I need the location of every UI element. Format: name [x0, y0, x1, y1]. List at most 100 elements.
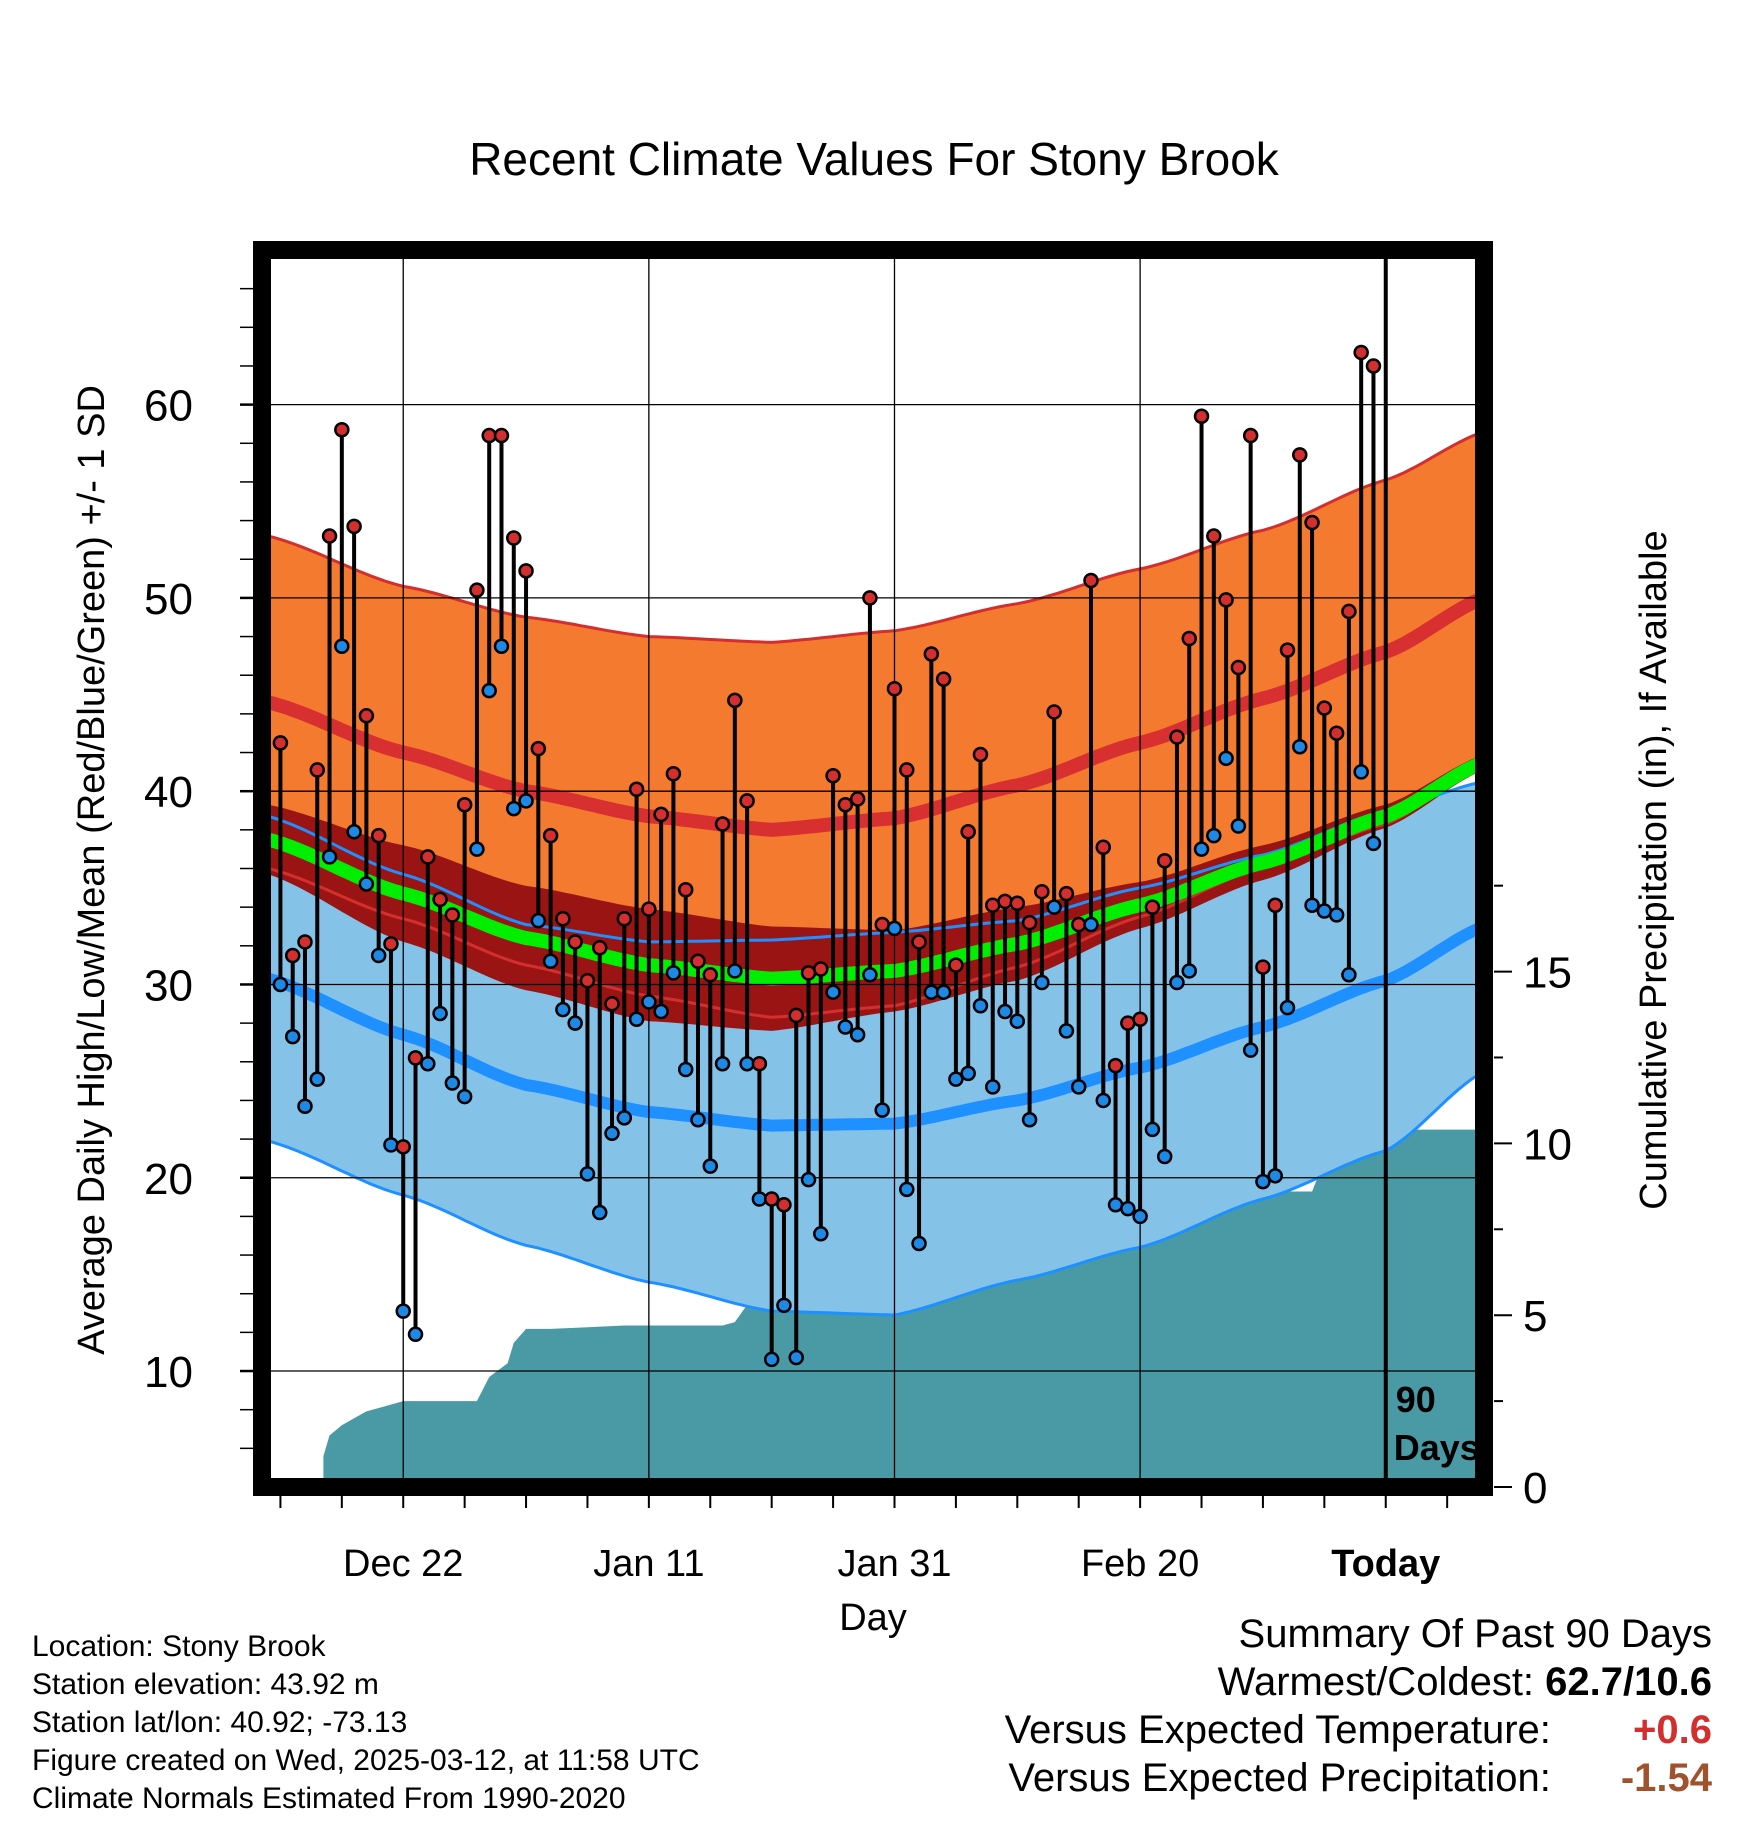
- daily-low-point: [997, 1003, 1013, 1020]
- low-normal-line: [266, 920, 1484, 1132]
- daily-low-point: [1046, 899, 1062, 915]
- daily-high-point: [616, 911, 633, 927]
- daily-high-point: [948, 957, 964, 973]
- daily-high-point: [862, 590, 878, 606]
- daily-high-point: [1242, 427, 1259, 444]
- daily-low-point: [506, 800, 522, 817]
- daily-low-point: [395, 1303, 411, 1319]
- daily-high-point: [776, 1197, 792, 1213]
- daily-low-point: [641, 994, 657, 1010]
- daily-high-point: [677, 882, 694, 898]
- daily-high-point: [1144, 899, 1161, 915]
- daily-low-point: [616, 1110, 633, 1126]
- y2-axis-label: Cumulative Precipitation (in), If Availa…: [1633, 530, 1675, 1209]
- daily-low-point: [567, 1015, 583, 1031]
- daily-low-point: [420, 1055, 436, 1072]
- daily-high-point: [407, 1050, 424, 1066]
- daily-low-point: [456, 1088, 473, 1105]
- daily-low-point: [309, 1071, 326, 1087]
- low-upper-edge: [267, 780, 1484, 944]
- daily-high-point: [1156, 853, 1173, 869]
- daily-low-point: [628, 1011, 645, 1028]
- daily-high-point: [690, 953, 706, 970]
- daily-low-point: [1341, 967, 1357, 983]
- daily-high-point: [284, 947, 301, 964]
- daily-low-point: [432, 1005, 448, 1022]
- daily-low-point: [653, 1003, 669, 1020]
- normals-text: Climate Normals Estimated From 1990-2020: [32, 1782, 626, 1815]
- created-text: Figure created on Wed, 2025-03-12, at 11…: [32, 1744, 700, 1777]
- daily-low-point: [1156, 1148, 1173, 1165]
- daily-high-point: [1279, 642, 1296, 658]
- daily-low-point: [1144, 1121, 1161, 1138]
- daily-low-point: [1255, 1173, 1271, 1190]
- daily-low-point: [874, 1102, 890, 1118]
- daily-low-point: [972, 997, 989, 1014]
- daily-high-point: [886, 680, 903, 697]
- daily-high-point: [1058, 885, 1075, 902]
- y2-tick-label: 10: [1523, 1120, 1572, 1169]
- daily-high-point: [702, 967, 719, 983]
- temp-row: Versus Expected Temperature: +0.6: [1005, 1706, 1712, 1754]
- daily-low-point: [727, 963, 743, 979]
- daily-low-point: [1230, 818, 1247, 834]
- daily-high-point: [628, 781, 645, 798]
- daily-low-point: [1181, 963, 1197, 979]
- summary-heading: Summary Of Past 90 Days: [1238, 1612, 1712, 1656]
- daily-high-point: [1267, 897, 1283, 913]
- daily-high-point: [321, 528, 338, 544]
- daily-high-point: [1083, 572, 1099, 589]
- today-days-label: Days: [1394, 1427, 1480, 1468]
- daily-low-point: [272, 976, 289, 993]
- daily-low-point: [604, 1125, 620, 1142]
- daily-high-point: [346, 518, 362, 535]
- daily-low-point: [1328, 907, 1345, 923]
- daily-low-point: [1279, 999, 1296, 1016]
- daily-high-point: [1132, 1011, 1148, 1028]
- mean-sd-band: [268, 754, 1484, 1031]
- daily-low-point: [1132, 1208, 1148, 1225]
- elevation-text: Station elevation: 43.92 m: [32, 1668, 379, 1701]
- x-axis-label: Day: [839, 1597, 907, 1639]
- daily-low-point: [690, 1112, 706, 1128]
- daily-high-point: [984, 897, 1001, 913]
- daily-low-point: [911, 1235, 927, 1252]
- chart-title: Recent Climate Values For Stony Brook: [469, 133, 1280, 185]
- daily-low-point: [1120, 1200, 1136, 1217]
- location-text: Location: Stony Brook: [32, 1630, 326, 1663]
- daily-low-point: [493, 638, 510, 654]
- daily-low-point: [763, 1351, 780, 1368]
- daily-low-point: [297, 1098, 313, 1114]
- daily-low-point: [984, 1079, 1001, 1095]
- daily-high-point: [506, 530, 522, 546]
- daily-high-point: [456, 796, 473, 813]
- daily-low-point: [960, 1065, 976, 1082]
- daily-low-point: [714, 1055, 731, 1072]
- daily-low-point: [407, 1326, 424, 1343]
- daily-high-point: [763, 1191, 780, 1207]
- daily-low-point: [935, 984, 952, 1000]
- daily-low-point: [555, 1001, 571, 1018]
- daily-low-point: [677, 1061, 694, 1078]
- daily-high-point: [874, 916, 890, 933]
- y2-tick-label: 0: [1523, 1464, 1547, 1513]
- warm-cold-value: 62.7/10.6: [1545, 1660, 1712, 1704]
- daily-low-point: [1193, 841, 1210, 857]
- daily-low-point: [825, 984, 841, 1000]
- y-tick-label: 60: [144, 382, 193, 431]
- daily-low-point: [481, 682, 497, 699]
- daily-high-point: [911, 934, 927, 950]
- daily-high-point: [837, 796, 854, 813]
- daily-low-point: [702, 1158, 719, 1174]
- precip-label: Versus Expected Precipitation:: [1008, 1756, 1551, 1800]
- high-upper-edge: [267, 430, 1484, 644]
- daily-high-point: [518, 563, 534, 579]
- daily-low-point: [813, 1226, 829, 1242]
- daily-low-point: [1218, 750, 1234, 767]
- daily-high-point: [1353, 344, 1369, 361]
- daily-low-point: [284, 1028, 301, 1045]
- daily-high-point: [567, 934, 583, 950]
- daily-high-point: [420, 849, 436, 865]
- daily-high-point: [1218, 592, 1234, 608]
- daily-high-point: [727, 692, 743, 709]
